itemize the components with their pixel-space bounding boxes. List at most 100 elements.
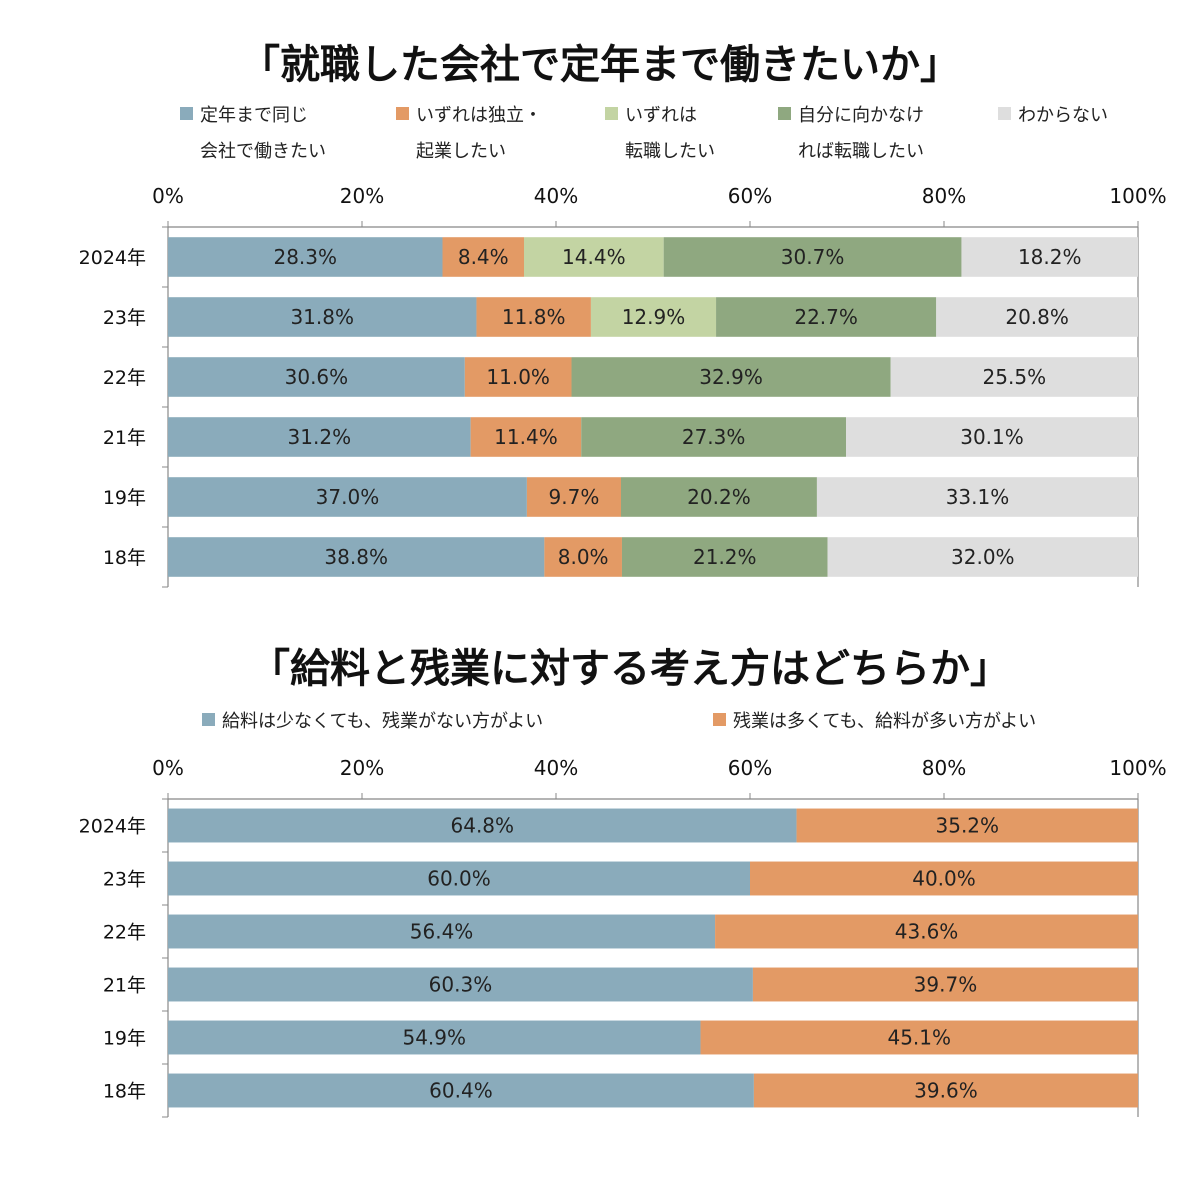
bar-segment (750, 861, 1138, 896)
data-label: 32.9% (699, 365, 763, 389)
bar-segment (523, 237, 664, 277)
x-tick-label: 20% (340, 756, 384, 780)
bar-segment (816, 477, 1138, 517)
chart-2-legend: 給料は少なくても、残業がない方がよい 残業は多くても、給料が多い方がよい (202, 711, 1036, 732)
data-label: 38.8% (324, 545, 388, 569)
legend-label-2-1: 残業は多くても、給料が多い方がよい (733, 711, 1036, 732)
data-label: 11.4% (494, 425, 558, 449)
data-label: 28.3% (273, 245, 337, 269)
bar-segment (590, 297, 717, 337)
legend-label-1-0: 定年まで同じ会社で働きたい (200, 105, 326, 162)
bar-segment (846, 417, 1138, 457)
x-tick-label: 80% (922, 756, 966, 780)
data-label: 20.2% (687, 485, 751, 509)
bar-segment (581, 417, 847, 457)
x-tick-label: 80% (922, 184, 966, 208)
data-label: 11.8% (502, 305, 566, 329)
data-label: 43.6% (895, 920, 959, 944)
category-label: 21年 (103, 427, 146, 449)
category-label: 2024年 (79, 816, 146, 838)
data-label: 64.8% (451, 814, 515, 838)
data-label: 31.8% (290, 305, 354, 329)
x-tick-label: 60% (728, 756, 772, 780)
chart-2-title: 「給料と残業に対する考え方はどちらか」 (250, 646, 1010, 692)
x-tick-label: 100% (1109, 756, 1166, 780)
data-label: 35.2% (936, 814, 1000, 838)
data-label: 12.9% (622, 305, 686, 329)
x-tick-label: 40% (534, 184, 578, 208)
chart-1-data-labels: 28.3% 8.4% 14.4% 30.7% 18.2% 31.8% 11.8% 12.9% 2… (273, 245, 1081, 569)
data-label: 39.7% (914, 973, 978, 997)
category-label: 19年 (103, 1028, 146, 1050)
bar-segment (620, 477, 817, 517)
chart-1-axes: 0% 20% 40% 60% 80% 100% 2024年 23年 22年 21年 19年 18年 (79, 184, 1167, 588)
data-label: 21.2% (693, 545, 757, 569)
bar-segment (442, 237, 524, 277)
bar-segment (796, 808, 1138, 843)
bar-segment (168, 297, 477, 337)
category-label: 18年 (103, 1081, 146, 1103)
data-label: 8.0% (558, 545, 609, 569)
x-tick-label: 40% (534, 756, 578, 780)
data-label: 60.3% (429, 973, 493, 997)
data-label: 8.4% (458, 245, 509, 269)
legend-label-2-0: 給料は少なくても、残業がない方がよい (222, 711, 543, 732)
data-label: 40.0% (912, 867, 976, 891)
data-label: 25.5% (983, 365, 1047, 389)
data-label: 60.4% (429, 1079, 493, 1103)
bar-segment (168, 417, 471, 457)
legend-swatch-1-0 (180, 107, 193, 120)
data-label: 18.2% (1018, 245, 1082, 269)
legend-swatch-1-2 (605, 107, 618, 120)
bar-segment (752, 967, 1138, 1002)
chart-1-legend: 定年まで同じ会社で働きたい いずれは独立・起業したい いずれは転職したい 自分に… (180, 105, 1108, 162)
legend-label-1-1: いずれは独立・起業したい (416, 105, 542, 162)
category-label: 2024年 (79, 247, 146, 269)
data-label: 30.6% (285, 365, 349, 389)
bar-segment (544, 537, 622, 577)
chart-2-axes: 0% 20% 40% 60% 80% 100% 2024年 23年 22年 21年 19年 18年 (79, 756, 1167, 1118)
x-tick-label: 0% (152, 756, 184, 780)
data-label: 37.0% (316, 485, 380, 509)
bar-segment (961, 237, 1138, 277)
bar-segment (168, 357, 465, 397)
legend-swatch-2-0 (202, 713, 215, 726)
bar-segment (936, 297, 1138, 337)
category-label: 18年 (103, 547, 146, 569)
data-label: 22.7% (794, 305, 858, 329)
bar-segment (168, 808, 797, 843)
chart-2-data-labels: 64.8% 35.2% 60.0% 40.0% 56.4% 43.6% 60.3% 39.7%… (402, 814, 999, 1103)
legend-swatch-2-1 (713, 713, 726, 726)
bar-segment (470, 417, 582, 457)
bar-segment (168, 914, 716, 949)
data-label: 27.3% (682, 425, 746, 449)
category-label: 22年 (103, 367, 146, 389)
data-label: 11.0% (486, 365, 550, 389)
chart-1-title: 「就職した会社で定年まで働きたいか」 (240, 42, 960, 88)
category-label: 19年 (103, 487, 146, 509)
bar-segment (753, 1073, 1138, 1108)
chart-1: 「就職した会社で定年まで働きたいか」 定年まで同じ会社で働きたい いずれは独立・… (79, 42, 1167, 588)
x-tick-label: 60% (728, 184, 772, 208)
data-label: 14.4% (562, 245, 626, 269)
data-label: 30.7% (781, 245, 845, 269)
bar-segment (526, 477, 621, 517)
bar-segment (168, 537, 545, 577)
data-label: 31.2% (288, 425, 352, 449)
data-label: 56.4% (410, 920, 474, 944)
legend-label-1-4: わからない (1018, 105, 1108, 126)
x-tick-label: 20% (340, 184, 384, 208)
x-tick-label: 0% (152, 184, 184, 208)
legend-swatch-1-3 (778, 107, 791, 120)
category-label: 21年 (103, 975, 146, 997)
legend-swatch-1-4 (998, 107, 1011, 120)
chart-2-bars (168, 808, 1138, 1108)
bar-segment (168, 967, 753, 1002)
bar-segment (476, 297, 591, 337)
bar-segment (168, 477, 527, 517)
bar-segment (621, 537, 828, 577)
bar-segment (716, 297, 937, 337)
bar-segment (464, 357, 572, 397)
data-label: 33.1% (946, 485, 1010, 509)
